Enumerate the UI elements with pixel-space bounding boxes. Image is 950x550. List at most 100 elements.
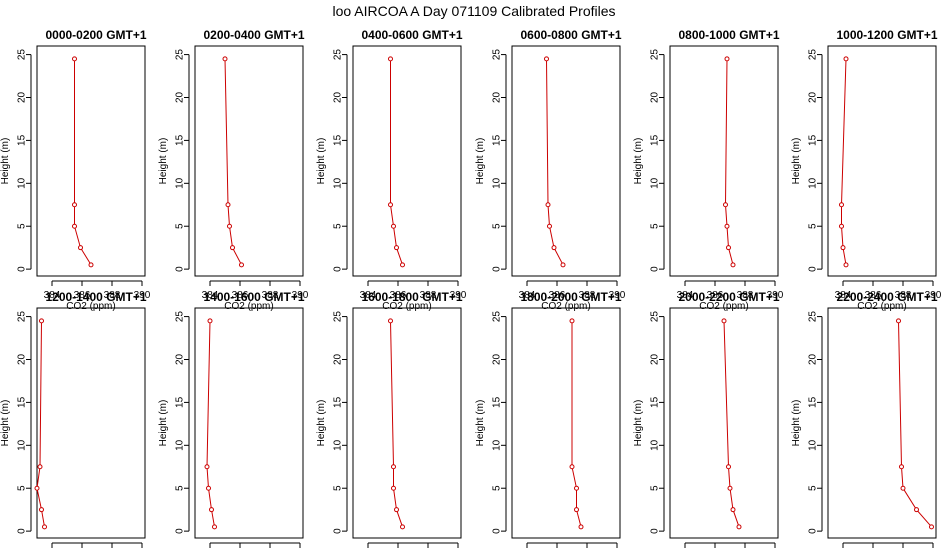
profile-point	[394, 245, 399, 251]
chart-panel: 0800-1000 GMT+1 0 5 10 15 20 25 Height (m) 384 38…	[633, 28, 784, 312]
y-tick-label: 25	[175, 311, 186, 323]
y-tick-label: 25	[650, 49, 661, 61]
y-tick-label: 15	[808, 396, 819, 408]
profile-point	[37, 464, 43, 470]
chart-title: loo AIRCOA A Day 071109 Calibrated Profi…	[332, 3, 615, 19]
x-tick-label: 390	[450, 290, 467, 301]
y-tick-label: 20	[17, 353, 28, 365]
y-tick-label: 5	[17, 485, 28, 491]
y-tick-label: 10	[808, 439, 819, 451]
y-tick-label: 20	[808, 91, 819, 103]
profile-point	[736, 524, 742, 530]
profile-point	[388, 202, 393, 208]
x-tick-label: 384	[677, 290, 694, 301]
profile-line	[390, 58, 403, 265]
y-tick-label: 0	[650, 528, 661, 534]
x-tick-label: 386	[865, 290, 882, 301]
profile-point	[206, 485, 211, 491]
x-tick-label: 384	[835, 290, 852, 301]
profile-line	[841, 58, 847, 265]
y-axis-label: Height (m)	[791, 400, 802, 447]
profile-point	[72, 56, 77, 62]
profile-point	[569, 318, 575, 324]
profile-point	[72, 202, 77, 208]
y-tick-label: 5	[333, 485, 344, 491]
x-tick-label: 384	[202, 290, 219, 301]
y-tick-label: 20	[175, 353, 186, 365]
x-axis-label: CO2 (ppm)	[382, 301, 431, 312]
y-axis-label: Height (m)	[633, 138, 644, 185]
plot-frame	[511, 307, 621, 539]
y-tick-label: 0	[492, 528, 503, 534]
profile-point	[724, 223, 730, 229]
y-tick-label: 5	[175, 485, 186, 491]
profile-line	[546, 58, 564, 266]
profile-point	[204, 464, 210, 470]
y-tick-label: 15	[650, 134, 661, 146]
y-tick-label: 10	[808, 177, 819, 189]
profile-point	[78, 245, 83, 251]
profile-point	[899, 464, 904, 470]
panel-title: 0600-0800 GMT+1	[520, 28, 621, 42]
profile-point	[225, 202, 231, 208]
y-axis-label: Height (m)	[316, 138, 327, 185]
profile-point	[839, 223, 844, 229]
profile-point	[551, 245, 557, 251]
plot-frame	[669, 45, 779, 277]
x-tick-label: 386	[549, 290, 566, 301]
y-tick-label: 10	[492, 177, 503, 189]
panel-title: 1800-2000 GMT+1	[520, 290, 621, 304]
profile-line	[898, 320, 932, 528]
x-axis-label: CO2 (ppm)	[541, 301, 590, 312]
profile-point	[560, 262, 566, 268]
x-tick-label: 386	[707, 290, 724, 301]
y-tick-label: 25	[650, 311, 661, 323]
plot-frame	[352, 307, 462, 539]
chart-panel: 1400-1600 GMT+1 0 5 10 15 20 25 Height (m) 384 38…	[158, 290, 305, 548]
x-tick-label: 390	[292, 290, 309, 301]
profile-line	[390, 320, 403, 527]
x-axis-label: CO2 (ppm)	[66, 301, 115, 312]
y-tick-label: 5	[650, 223, 661, 229]
y-tick-label: 15	[17, 134, 28, 146]
chart-panel: 1000-1200 GMT+1 0 5 10 15 20 25 Height (m) 384 38…	[791, 28, 942, 312]
panel-title: 1200-1400 GMT+1	[45, 290, 146, 304]
profile-line	[723, 320, 740, 527]
y-axis-label: Height (m)	[0, 400, 11, 447]
profile-point	[726, 464, 731, 470]
profile-point	[843, 56, 849, 62]
profile-point	[388, 318, 393, 324]
profile-point	[222, 56, 228, 62]
profile-point	[843, 262, 849, 268]
y-tick-label: 20	[492, 353, 503, 365]
panel-title: 0000-0200 GMT+1	[45, 28, 146, 42]
y-tick-label: 5	[492, 485, 503, 491]
y-tick-label: 20	[650, 353, 661, 365]
y-tick-label: 25	[808, 311, 819, 323]
x-tick-label: 390	[767, 290, 784, 301]
y-tick-label: 25	[492, 311, 503, 323]
x-tick-label: 386	[390, 290, 407, 301]
profile-point	[840, 245, 846, 251]
profile-point	[721, 318, 727, 324]
x-tick-label: 386	[232, 290, 249, 301]
y-tick-label: 25	[333, 311, 344, 323]
y-tick-label: 25	[17, 311, 28, 323]
chart-panel: 0000-0200 GMT+1 0 5 10 15 20 25 Height (m) 384 38…	[0, 28, 151, 312]
y-tick-label: 20	[333, 353, 344, 365]
x-tick-label: 384	[360, 290, 377, 301]
y-tick-label: 10	[333, 439, 344, 451]
chart-panel: 0600-0800 GMT+1 0 5 10 15 20 25 Height (m) 384 38…	[475, 28, 626, 312]
y-tick-label: 5	[492, 223, 503, 229]
y-axis-label: Height (m)	[316, 400, 327, 447]
profile-line	[724, 58, 734, 265]
y-tick-label: 5	[333, 223, 344, 229]
profile-line	[571, 320, 582, 527]
x-tick-label: 384	[519, 290, 536, 301]
profile-point	[839, 202, 844, 208]
y-tick-label: 20	[17, 91, 28, 103]
y-tick-label: 20	[808, 353, 819, 365]
y-tick-label: 15	[17, 396, 28, 408]
y-tick-label: 0	[333, 528, 344, 534]
